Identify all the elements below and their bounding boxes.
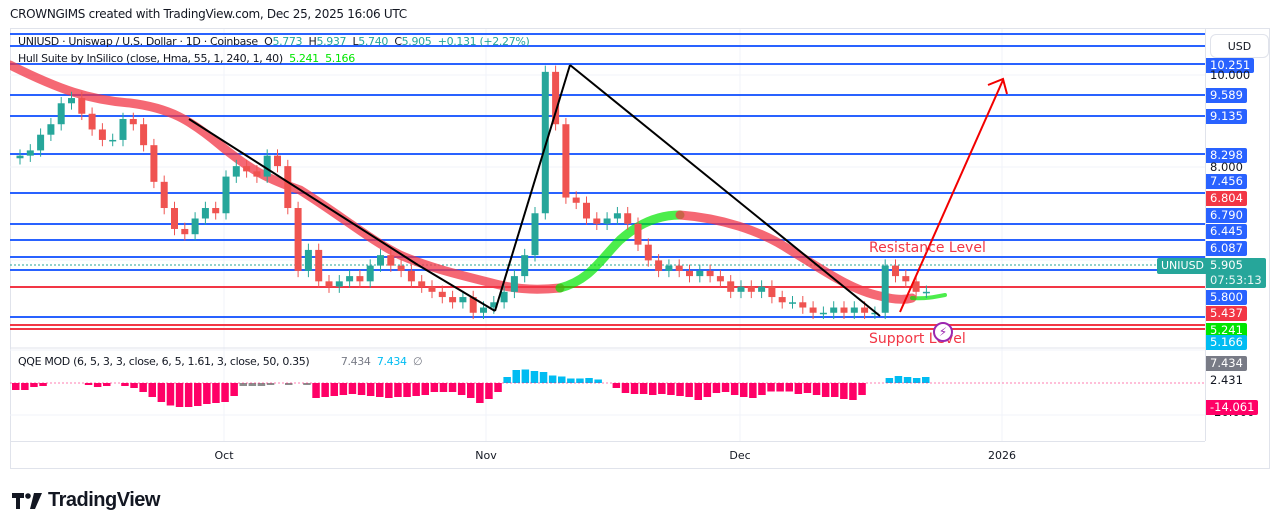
close-value: 5.905	[401, 35, 432, 48]
chart-frame	[10, 28, 1270, 469]
symbol-description: UNIUSD · Uniswap / U.S. Dollar · 1D · Co…	[18, 35, 258, 48]
grid	[10, 29, 1205, 441]
last-price: 5.905	[1210, 258, 1243, 272]
price-label: 8.000	[1210, 160, 1243, 174]
time-axis[interactable]: Oct Nov Dec 2026	[10, 441, 1205, 469]
price-label: 7.456	[1206, 174, 1247, 189]
high-value: 5.937	[316, 35, 347, 48]
price-label: 2.431	[1210, 373, 1243, 387]
price-axis[interactable]	[1205, 29, 1271, 441]
qqe-label: QQE MOD (6, 5, 3, 3, close, 6, 5, 1.61, …	[18, 355, 310, 368]
currency-selector[interactable]: USD	[1210, 34, 1269, 58]
price-label: 9.135	[1206, 109, 1247, 124]
bar-countdown: 07:53:13	[1210, 273, 1262, 287]
price-label: 5.241	[1206, 323, 1247, 338]
lightning-icon[interactable]: ⚡	[933, 322, 953, 342]
hull-value-1: 5.241	[289, 52, 319, 65]
symbol-legend[interactable]: UNIUSD · Uniswap / U.S. Dollar · 1D · Co…	[18, 35, 530, 48]
qqe-value-1: 7.434	[340, 355, 371, 368]
price-label: 5.166	[1206, 335, 1247, 350]
resistance-level-label[interactable]: Resistance Level	[869, 240, 986, 256]
price-label: 10.000	[1210, 68, 1251, 82]
price-label: 10.251	[1206, 58, 1255, 73]
price-label: 9.589	[1206, 88, 1247, 103]
time-label: Oct	[214, 449, 234, 462]
hull-value-2: 5.166	[325, 52, 355, 65]
price-label: 5.800	[1206, 290, 1247, 305]
qqe-legend[interactable]: QQE MOD (6, 5, 3, 3, close, 6, 5, 1.61, …	[18, 355, 423, 368]
symbol-tag: UNIUSD	[1157, 258, 1209, 274]
hull-label: Hull Suite by InSilico (close, Hma, 55, …	[18, 52, 283, 65]
projection-arrow[interactable]	[899, 77, 1008, 313]
price-label: 5.437	[1206, 306, 1247, 321]
qqe-histogram	[12, 369, 930, 407]
chart-credit: CROWNGIMS created with TradingView.com, …	[10, 7, 407, 21]
price-label: 7.434	[1206, 356, 1247, 371]
time-label: Dec	[729, 449, 751, 462]
tradingview-logo-icon	[12, 492, 42, 509]
tradingview-logo[interactable]: TradingView	[12, 489, 160, 512]
time-label: Nov	[475, 449, 497, 462]
price-label: 6.087	[1206, 241, 1247, 256]
price-label: 8.298	[1206, 148, 1247, 163]
price-label: 6.445	[1206, 224, 1247, 239]
price-chart[interactable]	[10, 29, 1205, 441]
time-label: 2026	[988, 449, 1016, 462]
qqe-value-3: ∅	[412, 355, 423, 368]
last-price-tag: 5.905 07:53:13	[1206, 258, 1266, 288]
price-label: -14.061	[1206, 400, 1259, 415]
change-value: +0.131 (+2.27%)	[437, 35, 530, 48]
price-label: 6.790	[1206, 208, 1247, 223]
hull-suite-band	[10, 60, 947, 304]
horizontal-levels[interactable]	[10, 33, 1205, 330]
hull-legend[interactable]: Hull Suite by InSilico (close, Hma, 55, …	[18, 52, 355, 65]
open-value: 5.773	[272, 35, 303, 48]
brand-name: TradingView	[48, 489, 160, 511]
price-label: 6.804	[1206, 191, 1247, 206]
low-value: 5.740	[358, 35, 389, 48]
qqe-value-2: 7.434	[376, 355, 407, 368]
trendlines[interactable]	[188, 64, 881, 317]
